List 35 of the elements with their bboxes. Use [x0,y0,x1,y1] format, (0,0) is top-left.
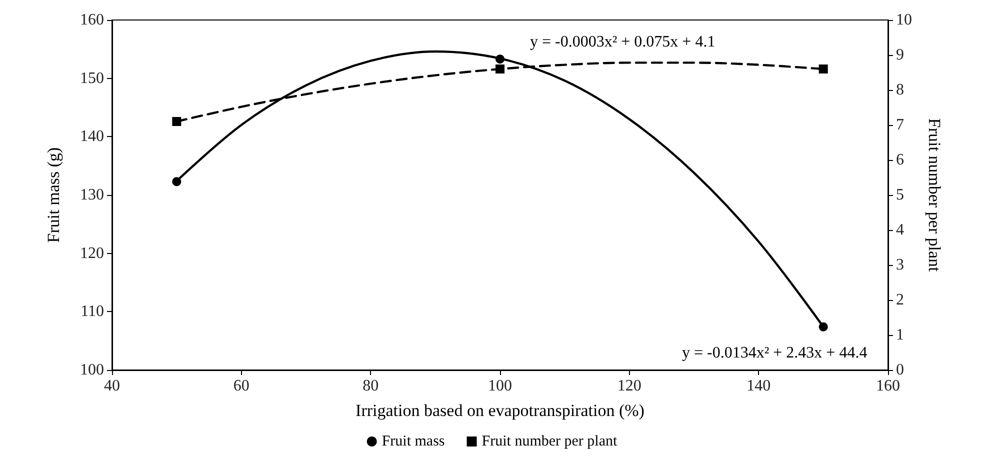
y2-tick-label: 3 [896,256,904,274]
y-tick-label: 120 [80,244,104,262]
legend-label: Fruit mass [382,434,445,450]
annotation: y = -0.0134x² + 2.43x + 44.4 [682,344,868,362]
y-axis-title: Fruit mass (g) [44,147,63,243]
legend-label: Fruit number per plant [482,434,618,450]
y2-tick-label: 8 [896,82,904,98]
x-tick-label: 100 [488,378,512,394]
y-tick-label: 160 [80,12,104,28]
x-tick-label: 60 [233,378,250,394]
y2-tick-label: 7 [896,116,904,134]
x-tick-label: 80 [362,378,379,394]
y2-axis-title: Fruit number per plant [925,118,944,272]
y-tick-label: 140 [80,128,104,146]
y2-tick-label: 6 [896,152,904,168]
y2-tick-label: 4 [896,222,904,238]
y2-tick-label: 5 [896,186,904,204]
x-tick-label: 120 [617,378,642,394]
y-tick-label: 130 [80,186,104,204]
y2-tick-label: 9 [896,46,904,64]
x-axis-title: Irrigation based on evapotranspiration (%) [356,401,644,420]
y-tick-label: 150 [80,70,104,87]
y2-tick-label: 1 [896,326,904,344]
y2-tick-label: 2 [896,292,904,308]
y-tick-label: 110 [80,303,104,320]
y2-tick-label: 10 [896,12,912,28]
x-tick-label: 40 [104,378,120,394]
point [172,177,182,186]
annotation: y = -0.0003x² + 0.075x + 4.1 [530,34,716,50]
x-tick-label: 140 [746,378,771,394]
point [818,322,828,332]
y-tick-label: 100 [80,362,104,378]
point [496,54,504,64]
y2-tick-label: 0 [896,362,904,378]
x-tick-label: 160 [876,378,900,394]
